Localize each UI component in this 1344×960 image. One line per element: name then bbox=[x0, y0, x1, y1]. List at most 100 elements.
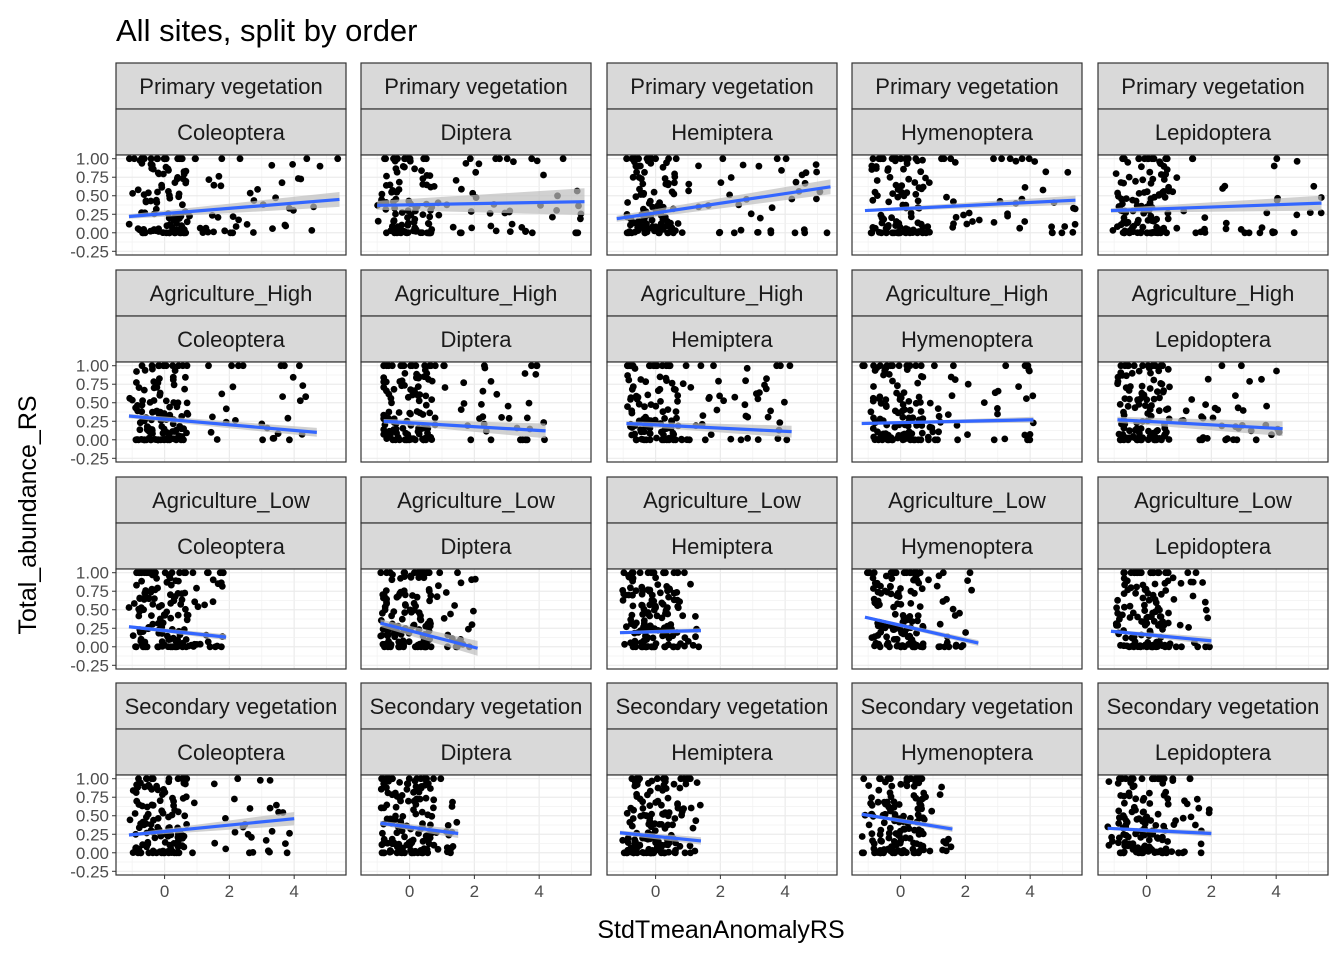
x-tick-label: 0 bbox=[651, 882, 660, 901]
data-point bbox=[936, 620, 944, 628]
data-point bbox=[393, 829, 401, 837]
data-point bbox=[1192, 821, 1199, 829]
data-point bbox=[420, 155, 428, 163]
data-point bbox=[1193, 795, 1201, 803]
data-point bbox=[424, 849, 432, 857]
data-point bbox=[303, 155, 311, 163]
data-point bbox=[1119, 200, 1126, 208]
data-point bbox=[1256, 229, 1264, 237]
data-point bbox=[1141, 601, 1148, 609]
data-point bbox=[498, 414, 505, 421]
data-point bbox=[883, 798, 891, 806]
facet-strip-col bbox=[851, 728, 1083, 776]
data-point bbox=[379, 775, 387, 783]
facet-row-label: Primary vegetation bbox=[875, 74, 1058, 99]
facet-strip-col bbox=[360, 728, 592, 776]
facet-panel-primary-vegetation-coleoptera: Primary vegetation Coleoptera -0.250.000.2… bbox=[70, 62, 347, 261]
data-point bbox=[687, 580, 694, 588]
x-tick-label: 0 bbox=[1142, 882, 1151, 901]
data-point bbox=[435, 582, 442, 590]
data-point bbox=[133, 379, 140, 386]
data-point bbox=[412, 362, 420, 370]
data-point bbox=[679, 612, 687, 620]
data-point bbox=[424, 429, 431, 437]
data-point bbox=[426, 409, 434, 417]
panel-border bbox=[1097, 361, 1329, 463]
data-point bbox=[143, 643, 151, 651]
data-point bbox=[406, 409, 414, 417]
data-point bbox=[1132, 589, 1139, 597]
data-point bbox=[193, 584, 200, 592]
facet-panel-secondary-vegetation-lepidoptera: Secondary vegetation Lepidoptera 0 2 4 bbox=[1097, 682, 1329, 901]
data-point bbox=[646, 623, 654, 631]
data-point bbox=[383, 172, 390, 180]
data-point bbox=[183, 218, 191, 226]
data-point bbox=[1189, 578, 1197, 586]
data-point bbox=[1132, 830, 1139, 838]
data-point bbox=[887, 775, 894, 783]
data-point bbox=[664, 821, 672, 829]
data-point bbox=[286, 436, 293, 444]
data-point bbox=[980, 399, 988, 406]
data-point bbox=[183, 362, 191, 370]
data-point bbox=[1263, 402, 1270, 410]
data-point bbox=[886, 582, 894, 590]
trend-line bbox=[1110, 629, 1212, 643]
data-point bbox=[398, 792, 406, 799]
data-point bbox=[1123, 372, 1130, 380]
data-point bbox=[1152, 822, 1160, 829]
data-point bbox=[1246, 378, 1253, 385]
data-point bbox=[968, 586, 975, 594]
data-point bbox=[156, 389, 164, 397]
data-point bbox=[163, 429, 171, 436]
data-point bbox=[648, 596, 656, 604]
data-point bbox=[1154, 810, 1162, 818]
data-point bbox=[909, 226, 917, 234]
data-point bbox=[754, 436, 762, 443]
data-point bbox=[782, 155, 790, 163]
facet-strip-col bbox=[606, 108, 838, 156]
data-point bbox=[1306, 209, 1314, 217]
data-point bbox=[629, 173, 637, 181]
data-point bbox=[204, 569, 212, 577]
data-point bbox=[1120, 831, 1128, 838]
data-point bbox=[458, 185, 465, 193]
data-point bbox=[953, 422, 961, 429]
data-point bbox=[705, 395, 713, 402]
data-point bbox=[737, 226, 745, 234]
facet-col-label: Lepidoptera bbox=[1155, 740, 1272, 765]
data-point bbox=[668, 379, 676, 387]
data-point bbox=[639, 436, 646, 443]
data-point bbox=[1273, 367, 1280, 375]
data-point bbox=[430, 796, 438, 804]
data-point bbox=[635, 225, 643, 233]
y-tick-label: 1.00 bbox=[76, 770, 109, 789]
data-point bbox=[408, 849, 415, 857]
data-point bbox=[428, 436, 436, 443]
data-point bbox=[423, 569, 431, 577]
data-point bbox=[635, 217, 642, 225]
data-point bbox=[741, 401, 749, 409]
data-point bbox=[896, 839, 904, 847]
data-point bbox=[652, 839, 659, 847]
facet-row-label: Agriculture_High bbox=[150, 281, 313, 306]
data-point bbox=[914, 197, 922, 205]
data-point bbox=[453, 818, 461, 826]
data-point bbox=[262, 837, 270, 844]
data-point bbox=[481, 364, 489, 372]
data-point bbox=[141, 366, 149, 374]
data-point bbox=[281, 221, 289, 229]
data-point bbox=[426, 834, 434, 842]
facet-panels: Primary vegetationColeoptera-0.250.000.2… bbox=[70, 62, 1329, 901]
data-point bbox=[180, 843, 188, 851]
trend-line bbox=[861, 812, 953, 831]
data-point bbox=[870, 595, 878, 603]
data-point bbox=[430, 775, 437, 783]
data-point bbox=[268, 161, 276, 169]
facet-row-label: Primary vegetation bbox=[630, 74, 813, 99]
data-point bbox=[179, 175, 187, 183]
data-point bbox=[1122, 775, 1130, 783]
data-point bbox=[764, 413, 772, 421]
data-point bbox=[401, 155, 408, 163]
data-point bbox=[176, 229, 184, 237]
